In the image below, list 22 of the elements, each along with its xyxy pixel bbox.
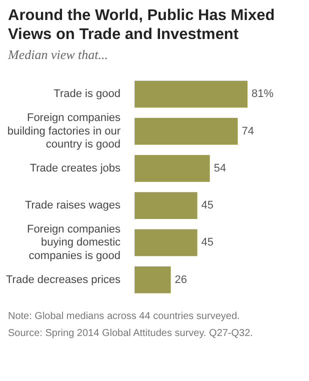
source-note: Source: Spring 2014 Global Attitudes survey. Q27-Q32. [8, 328, 254, 339]
data-label: 26 [174, 274, 188, 286]
bar [134, 155, 210, 182]
bar [134, 266, 171, 294]
y-tick-label: Foreign companies building factories in our country is good [7, 112, 122, 151]
data-label: 81% [252, 88, 274, 100]
bar [134, 80, 248, 108]
chart-subtitle: Median view that... [8, 47, 110, 63]
y-tick-label: Foreign companies buying domestic companies is good [26, 224, 122, 262]
bar [134, 192, 198, 219]
text: Note: Global medians across 44 countries surveyed. [8, 311, 241, 322]
data-label: 54 [214, 162, 226, 174]
bar [134, 229, 198, 256]
y-tick-label: Trade decreases prices [6, 274, 122, 286]
data-label: 45 [201, 200, 214, 212]
data-label: 45 [201, 236, 214, 249]
y-tick-label: Trade raises wages [24, 200, 122, 212]
y-tick-label: Trade creates jobs [30, 162, 122, 174]
chart-title: Around the World, Public Has Mixed Views on Trade and Investment [8, 6, 276, 44]
bar [134, 118, 238, 145]
y-tick-label: Trade is good [54, 88, 121, 100]
data-label: 74 [242, 125, 254, 138]
